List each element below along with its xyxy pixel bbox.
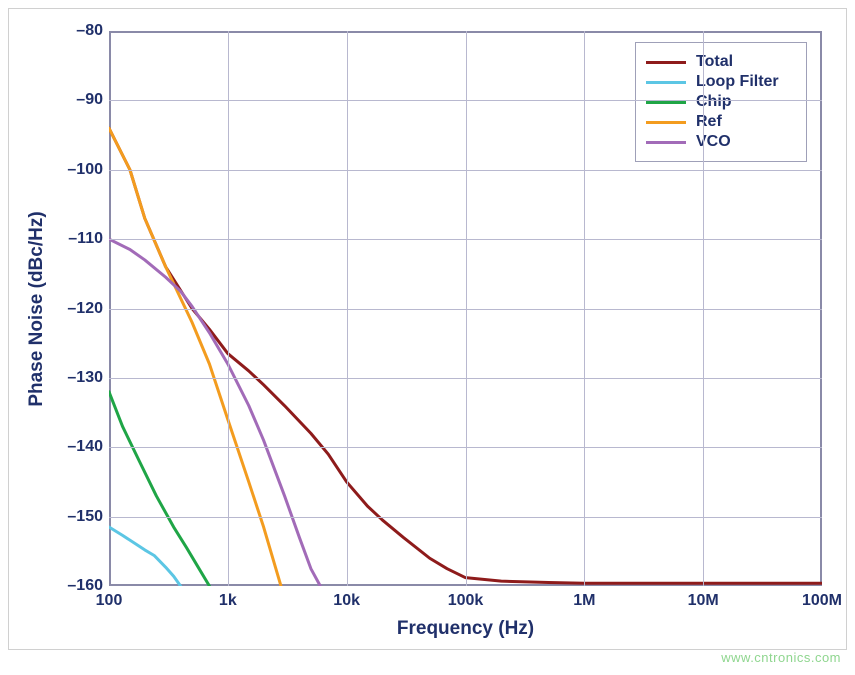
y-axis-label: Phase Noise (dBc/Hz) — [26, 211, 48, 406]
grid-line-h — [109, 100, 822, 101]
legend-label: Loop Filter — [696, 73, 779, 91]
x-axis-label: Frequency (Hz) — [397, 618, 534, 640]
x-tick-label: 10M — [688, 592, 719, 610]
y-tick-label: –140 — [67, 438, 103, 456]
y-tick-label: –90 — [76, 91, 103, 109]
legend-swatch — [646, 141, 686, 144]
y-tick-label: –110 — [68, 230, 103, 248]
chart-frame: Total Loop Filter Chip Ref VCO Frequency (Hz… — [8, 8, 847, 650]
x-tick-label: 1k — [219, 592, 237, 610]
legend-swatch — [646, 121, 686, 124]
legend-item-vco: VCO — [646, 133, 794, 151]
legend-item-total: Total — [646, 53, 794, 71]
grid-line-h — [109, 517, 822, 518]
grid-line-h — [109, 239, 822, 240]
y-tick-label: –120 — [67, 300, 103, 318]
x-tick-label: 100M — [802, 592, 842, 610]
y-tick-label: –80 — [76, 22, 103, 40]
legend-swatch — [646, 61, 686, 64]
legend-label: Total — [696, 53, 733, 71]
legend-item-chip: Chip — [646, 93, 794, 111]
y-tick-label: –100 — [67, 161, 103, 179]
legend-label: Ref — [696, 113, 722, 131]
legend: Total Loop Filter Chip Ref VCO — [635, 42, 807, 162]
x-tick-label: 10k — [333, 592, 360, 610]
y-tick-label: –130 — [67, 369, 103, 387]
grid-line-h — [109, 447, 822, 448]
watermark: www.cntronics.com — [721, 650, 841, 665]
legend-swatch — [646, 81, 686, 84]
y-tick-label: –160 — [67, 577, 103, 595]
legend-label: Chip — [696, 93, 732, 111]
y-tick-label: –150 — [67, 508, 103, 526]
legend-item-loop-filter: Loop Filter — [646, 73, 794, 91]
grid-line-h — [109, 170, 822, 171]
grid-line-h — [109, 309, 822, 310]
grid-line-h — [109, 378, 822, 379]
legend-item-ref: Ref — [646, 113, 794, 131]
x-tick-label: 1M — [573, 592, 595, 610]
x-tick-label: 100k — [448, 592, 484, 610]
legend-label: VCO — [696, 133, 731, 151]
